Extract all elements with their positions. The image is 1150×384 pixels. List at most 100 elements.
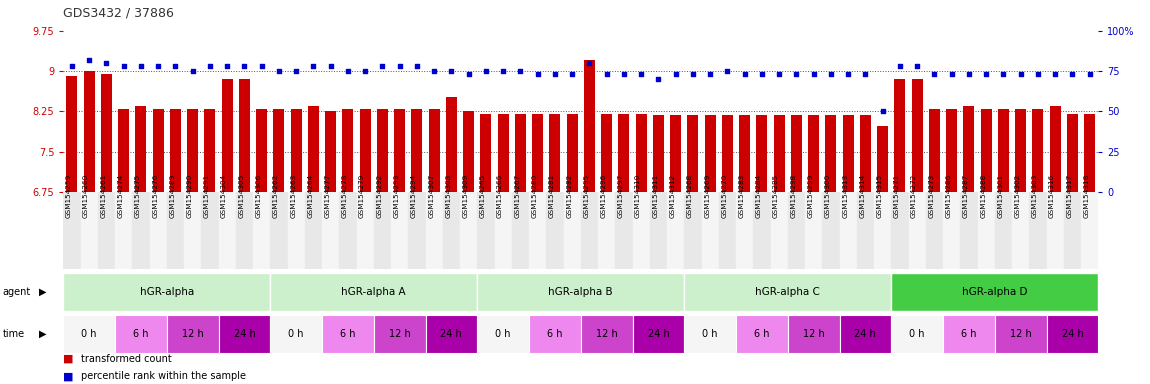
Text: GSM154282: GSM154282 xyxy=(566,174,573,218)
Text: GSM154271: GSM154271 xyxy=(894,174,900,218)
Bar xyxy=(274,109,284,192)
Bar xyxy=(463,111,474,192)
Text: GSM154265: GSM154265 xyxy=(480,174,486,218)
Point xyxy=(288,68,306,74)
Bar xyxy=(891,192,908,269)
Bar xyxy=(339,192,356,269)
Bar xyxy=(1050,106,1060,192)
Bar xyxy=(774,115,784,192)
Text: 0 h: 0 h xyxy=(289,329,304,339)
Bar xyxy=(705,115,715,192)
Text: GSM154269: GSM154269 xyxy=(704,174,711,218)
Point xyxy=(407,63,426,69)
Text: 12 h: 12 h xyxy=(182,329,204,339)
Bar xyxy=(394,109,405,192)
Bar xyxy=(512,192,529,269)
Bar xyxy=(429,109,439,192)
Point xyxy=(564,71,581,77)
Bar xyxy=(1046,315,1098,353)
Bar xyxy=(170,109,181,192)
Text: 6 h: 6 h xyxy=(961,329,976,339)
Bar xyxy=(115,315,167,353)
Point xyxy=(702,71,720,77)
Point xyxy=(787,71,805,77)
Point xyxy=(218,63,237,69)
Text: GSM154298: GSM154298 xyxy=(790,174,796,218)
Text: GSM154281: GSM154281 xyxy=(549,174,555,218)
Bar xyxy=(929,109,940,192)
Bar xyxy=(325,111,336,192)
Bar xyxy=(529,315,581,353)
Point xyxy=(736,71,754,77)
Bar xyxy=(619,114,629,192)
Text: 12 h: 12 h xyxy=(1010,329,1032,339)
Bar xyxy=(201,192,218,269)
Bar xyxy=(688,115,698,192)
Bar xyxy=(460,192,477,269)
Bar xyxy=(253,192,270,269)
Bar xyxy=(719,192,736,269)
Bar xyxy=(446,97,457,192)
Text: GSM154285: GSM154285 xyxy=(773,174,780,218)
Text: ■: ■ xyxy=(63,354,74,364)
Text: 24 h: 24 h xyxy=(440,329,462,339)
Bar xyxy=(222,79,232,192)
Text: 0 h: 0 h xyxy=(496,329,511,339)
Bar xyxy=(581,192,598,269)
Bar xyxy=(960,192,978,269)
Bar xyxy=(270,273,477,311)
Point xyxy=(683,71,702,77)
Bar xyxy=(770,192,788,269)
Text: GSM154272: GSM154272 xyxy=(911,174,918,218)
Bar xyxy=(374,315,426,353)
Text: 6 h: 6 h xyxy=(754,329,769,339)
Bar xyxy=(943,192,960,269)
Text: GSM154274: GSM154274 xyxy=(117,174,124,218)
Point xyxy=(494,68,513,74)
Point xyxy=(959,71,977,77)
Bar xyxy=(305,192,322,269)
Bar xyxy=(412,109,422,192)
Point xyxy=(649,76,667,82)
Text: 6 h: 6 h xyxy=(547,329,562,339)
Bar xyxy=(736,315,788,353)
Bar xyxy=(101,74,112,192)
Bar xyxy=(826,115,836,192)
Bar xyxy=(564,192,581,269)
Point xyxy=(235,63,253,69)
Bar xyxy=(757,115,767,192)
Bar xyxy=(667,192,684,269)
Bar xyxy=(270,192,288,269)
Point xyxy=(632,71,651,77)
Bar xyxy=(908,192,926,269)
Bar xyxy=(874,192,891,269)
Point xyxy=(97,60,115,66)
Bar xyxy=(702,192,719,269)
Bar xyxy=(857,192,874,269)
Bar xyxy=(1046,192,1064,269)
Bar xyxy=(308,106,319,192)
Text: GSM154301: GSM154301 xyxy=(997,174,1003,218)
Bar xyxy=(670,115,681,192)
Point xyxy=(391,63,409,69)
Bar xyxy=(584,60,595,192)
Text: 0 h: 0 h xyxy=(703,329,718,339)
Text: 12 h: 12 h xyxy=(389,329,411,339)
Bar xyxy=(322,192,339,269)
Text: GSM154312: GSM154312 xyxy=(669,174,676,218)
Bar xyxy=(494,192,512,269)
Point xyxy=(770,71,789,77)
Point xyxy=(269,68,288,74)
Text: hGR-alpha C: hGR-alpha C xyxy=(756,287,820,297)
Text: GSM154263: GSM154263 xyxy=(290,174,297,218)
Text: hGR-alpha B: hGR-alpha B xyxy=(549,287,613,297)
Text: GSM154299: GSM154299 xyxy=(807,174,814,218)
Text: GSM154277: GSM154277 xyxy=(324,174,331,218)
Bar xyxy=(684,315,736,353)
Text: ■: ■ xyxy=(63,371,74,381)
Point xyxy=(925,71,943,77)
Bar xyxy=(791,115,802,192)
Bar xyxy=(840,315,891,353)
Bar xyxy=(218,192,236,269)
Bar xyxy=(1012,192,1029,269)
